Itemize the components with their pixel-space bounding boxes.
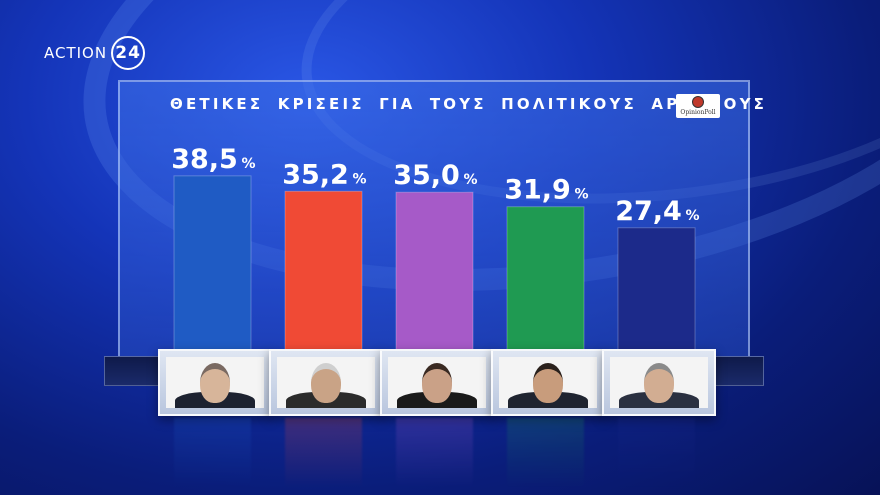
leader-photo (379, 349, 494, 416)
bar (395, 191, 474, 357)
bar-reflection (396, 418, 473, 488)
bar-unit-label: % (463, 172, 477, 188)
bar-unit-label: % (685, 208, 699, 224)
leader-photo (490, 349, 605, 416)
logo-dot-icon (692, 96, 704, 108)
bar-value-label: 31,9 (504, 175, 571, 206)
bar-reflection (285, 418, 362, 488)
bar-unit-label: % (241, 156, 255, 172)
channel-logo: ACTION 24 (44, 36, 146, 70)
portrait-image (276, 357, 375, 408)
bar-value-label: 35,0 (393, 160, 460, 191)
portrait-image (165, 357, 264, 408)
portrait-head (310, 363, 341, 403)
bar-reflection (174, 418, 251, 488)
chart-title: ΘΕΤΙΚΕΣ ΚΡΙΣΕΙΣ ΓΙΑ ΤΟΥΣ ΠΟΛΙΤΙΚΟΥΣ ΑΡΧΗ… (170, 95, 768, 113)
logo-number: 24 (111, 36, 146, 70)
leader-photo (268, 349, 383, 416)
bar-value-label: 27,4 (615, 196, 682, 227)
bar-value-label: 35,2 (282, 159, 349, 190)
logo-text: ACTION (44, 44, 108, 62)
leader-photo (157, 349, 272, 416)
portrait-image (387, 357, 486, 408)
bar (506, 206, 585, 357)
brand-text: OpinionPoll (680, 109, 716, 116)
bar-unit-label: % (352, 171, 366, 187)
bar (284, 190, 363, 357)
portrait-head (532, 363, 563, 403)
portrait-image (498, 357, 597, 408)
leader-photo (601, 349, 716, 416)
bar (173, 175, 252, 357)
bar-unit-label: % (574, 187, 588, 203)
portrait-head (421, 363, 452, 403)
bar-value-label: 38,5 (171, 144, 238, 175)
bar (617, 227, 696, 357)
portrait-head (199, 363, 230, 403)
opinionpoll-logo: OpinionPoll (676, 94, 720, 118)
portrait-head (643, 363, 674, 403)
bar-reflection (618, 418, 695, 488)
portrait-image (609, 357, 708, 408)
bar-reflection (507, 418, 584, 488)
